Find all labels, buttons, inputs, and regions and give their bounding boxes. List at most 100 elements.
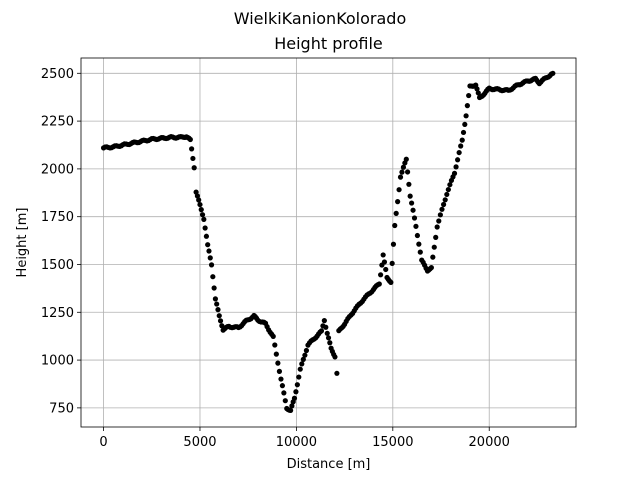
data-point [407, 193, 413, 199]
data-point [205, 242, 211, 248]
data-point [442, 197, 448, 203]
data-point [327, 340, 333, 346]
x-tick-label: 20000 [469, 435, 510, 450]
data-point [378, 272, 384, 278]
data-point [437, 212, 443, 218]
data-point [272, 342, 278, 348]
data-point [273, 351, 279, 357]
data-point [215, 307, 221, 313]
data-point [303, 347, 310, 354]
data-point [289, 403, 295, 409]
data-point [296, 374, 302, 380]
data-point [456, 149, 462, 156]
plot-frame [80, 57, 577, 428]
data-point [463, 113, 469, 119]
x-tick-label: 5000 [183, 435, 216, 450]
data-point [293, 389, 299, 395]
data-point [436, 218, 442, 224]
data-point [428, 265, 434, 271]
data-point [464, 103, 470, 109]
data-point [430, 254, 436, 260]
data-point [214, 301, 220, 307]
data-point [383, 266, 389, 273]
y-tick-label: 1250 [41, 306, 74, 321]
data-point [404, 169, 411, 175]
data-point [466, 92, 472, 99]
y-axis-label: Height [m] [15, 208, 30, 278]
y-tick-label: 2500 [41, 67, 74, 82]
data-point [202, 225, 208, 231]
data-point [201, 216, 207, 222]
chart-suptitle: WielkiKanionKolorado [234, 9, 407, 28]
grid-layer [81, 58, 576, 427]
x-tick-label: 10000 [276, 435, 317, 450]
data-point [376, 281, 382, 287]
data-point [451, 170, 458, 176]
data-point [455, 157, 461, 163]
data-point [325, 335, 332, 341]
data-point [550, 70, 556, 76]
data-point [381, 259, 388, 265]
data-point [206, 248, 212, 254]
y-tick-label: 2250 [41, 115, 74, 130]
data-point [211, 285, 217, 291]
data-point [275, 360, 281, 366]
chart-title: Height profile [274, 34, 383, 53]
data-point [445, 186, 451, 193]
data-point [281, 390, 287, 396]
data-point [416, 241, 422, 247]
data-point [393, 210, 399, 216]
data-point [190, 155, 196, 162]
y-tick-label: 1000 [41, 354, 74, 369]
data-point [392, 222, 398, 229]
data-point [318, 328, 325, 334]
data-point [433, 234, 439, 240]
data-point [411, 215, 418, 221]
data-point [199, 212, 206, 218]
data-point [282, 398, 288, 404]
x-axis-label: Distance [m] [287, 457, 371, 472]
data-point [447, 182, 453, 188]
data-point [380, 252, 386, 258]
data-point [440, 201, 447, 208]
data-points [100, 70, 556, 414]
data-point [196, 197, 202, 203]
data-point [403, 156, 409, 162]
data-point [458, 143, 464, 149]
data-point [388, 279, 394, 285]
data-point [389, 260, 395, 266]
data-point [194, 193, 201, 199]
data-point [291, 395, 298, 401]
data-point [444, 191, 450, 198]
data-point [217, 318, 224, 324]
data-point [323, 324, 329, 330]
data-point [413, 223, 419, 229]
data-point [399, 169, 405, 175]
data-point [299, 361, 305, 367]
data-point [210, 274, 216, 280]
y-tick-label: 1750 [41, 210, 74, 225]
data-point [410, 207, 416, 213]
data-point [395, 199, 401, 205]
data-point [288, 407, 294, 414]
data-point [439, 206, 445, 212]
data-point [207, 255, 213, 261]
data-point [406, 181, 412, 187]
x-tick-label: 15000 [372, 435, 413, 450]
y-tick-label: 1500 [41, 258, 74, 273]
data-point [297, 366, 303, 372]
y-tick-label: 2000 [41, 162, 74, 177]
data-point [279, 383, 286, 389]
data-point [191, 165, 197, 171]
data-point [197, 201, 203, 208]
tick-layer: 0 5000 10000 15000 20000 750 1000 1250 1500 1750 2… [41, 67, 510, 450]
data-point [278, 376, 284, 382]
data-point [294, 382, 300, 388]
x-tick-label: 0 [99, 435, 107, 450]
data-point [208, 262, 215, 268]
data-point [453, 164, 459, 170]
data-point [397, 174, 404, 180]
data-point [417, 249, 423, 255]
data-point [475, 90, 481, 96]
data-point [270, 333, 276, 339]
